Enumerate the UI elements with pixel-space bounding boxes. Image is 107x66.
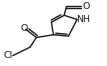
Text: O: O	[82, 2, 90, 11]
Text: O: O	[21, 24, 28, 33]
Text: NH: NH	[76, 15, 90, 24]
Text: Cl: Cl	[3, 51, 13, 60]
